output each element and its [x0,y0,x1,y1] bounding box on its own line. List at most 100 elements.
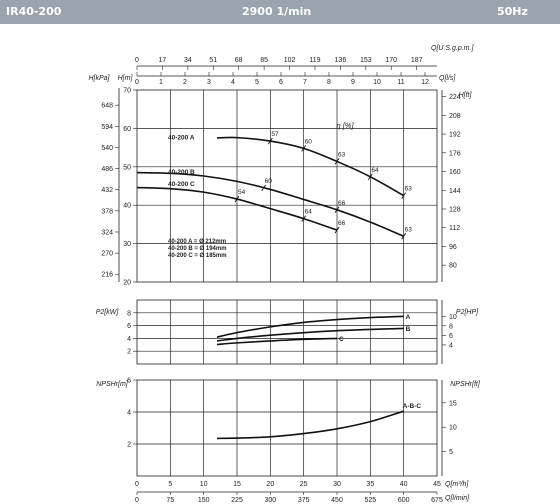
m3h-tick-label: 5 [168,481,172,488]
usgpm-tick-label: 170 [385,57,397,64]
power-kw-tick-label: 2 [127,349,131,356]
head-m-tick-label: 60 [123,126,131,133]
power-hp-tick-label: 6 [449,333,453,340]
m3h-tick-label: 25 [300,481,308,488]
usgpm-tick-label: 102 [284,57,296,64]
efficiency-mark [401,233,407,240]
lmin-tick-label: 375 [298,497,310,504]
usgpm-tick-label: 85 [260,57,268,64]
npsh-curve-label-a-b-c: A-B-C [403,403,422,410]
ls-tick-label: 5 [255,79,259,86]
efficiency-value: 60 [265,178,273,185]
head-curve-label-40-200-b: 40-200 B [168,169,195,176]
head-m-tick-label: 40 [123,203,131,210]
head-frame [136,89,438,283]
power-curve-label-c: C [339,336,344,343]
lmin-tick-label: 300 [264,497,276,504]
npsh-m-tick-label: 4 [127,410,131,417]
head-ft-tick-label: 128 [449,206,461,213]
head-kpa-tick-label: 540 [101,145,113,152]
ls-tick-label: 8 [327,79,331,86]
power-curve-b [216,327,404,342]
usgpm-tick-label: 119 [309,57,320,64]
power-curve-label-b: B [406,326,411,333]
lmin-tick-label: 675 [431,497,443,504]
head-kpa-tick-label: 378 [101,208,113,215]
power-curve-a [216,315,404,338]
power-kw-tick-label: 6 [127,323,131,330]
npsh-m-label: NPSHr[m] [96,381,129,388]
m3h-tick-label: 20 [266,481,274,488]
m3h-tick-label: 15 [233,481,241,488]
m3h-tick-label: 0 [135,481,139,488]
head-kpa-label: H[kPa] [88,75,110,82]
efficiency-mark [334,158,340,165]
impeller-diameter-0: 40-200 A = Ø 212mm [168,239,226,245]
head-kpa-tick-label: 432 [101,187,113,194]
ls-tick-label: 6 [279,79,283,86]
usgpm-tick-label: 136 [335,57,347,64]
usgpm-tick-label: 34 [184,57,192,64]
head-m-label: H[m] [118,75,134,82]
lmin-tick-label: 225 [231,497,243,504]
usgpm-tick-label: 51 [209,57,217,64]
usgpm-tick-label: 153 [360,57,372,64]
head-kpa-tick-label: 486 [101,166,113,173]
efficiency-value: 63 [405,226,413,233]
usgpm-tick-label: 68 [235,57,243,64]
speed-label: 2900 1/min [242,5,312,18]
header-bar: IR40-200 2900 1/min 50Hz [0,0,560,24]
usgpm-tick-label: 17 [159,57,167,64]
head-ft-tick-label: 224 [449,94,461,101]
npsh-ft-tick-label: 5 [449,449,453,456]
ls-tick-label: 9 [351,79,355,86]
npsh-m-tick-label: 2 [127,442,131,449]
head-ft-tick-label: 80 [449,263,457,270]
efficiency-mark [301,215,307,222]
head-ft-tick-label: 192 [449,132,461,139]
head-kpa-tick-label: 270 [101,251,113,258]
head-curve-label-40-200-c: 40-200 C [168,181,195,188]
lmin-tick-label: 0 [135,497,139,504]
usgpm-axis-label: Q[U.S.g.p.m.] [431,45,474,52]
npsh-ft-label: NPSHr[ft] [450,381,481,388]
ls-tick-label: 7 [303,79,307,86]
npsh-ft-tick-label: 15 [449,400,457,407]
power-hp-tick-label: 10 [449,314,457,321]
efficiency-label: η [%] [336,121,354,130]
ls-tick-label: 10 [373,79,381,86]
efficiency-value: 57 [271,131,279,138]
efficiency-value: 63 [338,151,346,158]
head-m-tick-label: 50 [123,164,131,171]
ls-tick-label: 2 [183,79,187,86]
m3h-tick-label: 45 [433,481,441,488]
power-kw-tick-label: 8 [127,310,131,317]
lmin-tick-label: 75 [166,497,174,504]
efficiency-mark [234,195,240,203]
impeller-diameter-1: 40-200 B = Ø 194mm [168,246,227,252]
efficiency-value: 54 [238,189,246,196]
m3h-tick-label: 35 [366,481,374,488]
head-ft-tick-label: 96 [449,244,457,251]
head-m-tick-label: 30 [123,241,131,248]
head-kpa-tick-label: 648 [101,103,113,110]
head-ft-tick-label: 176 [449,150,461,157]
efficiency-value: 66 [338,200,346,207]
m3h-tick-label: 40 [400,481,408,488]
frequency-label: 50Hz [497,5,528,18]
head-m-tick-label: 70 [123,88,131,95]
efficiency-value: 60 [305,138,313,145]
head-ft-tick-label: 208 [449,113,461,120]
lmin-tick-label: 450 [331,497,343,504]
efficiency-mark [334,206,340,214]
head-curve-label-40-200-a: 40-200 A [168,135,195,142]
efficiency-mark [267,137,273,145]
head-kpa-tick-label: 216 [101,272,113,279]
usgpm-tick-label: 187 [411,57,423,64]
efficiency-mark [367,173,373,181]
efficiency-value: 64 [305,209,313,216]
efficiency-value: 64 [371,167,379,174]
efficiency-mark [334,226,340,234]
ls-tick-label: 4 [231,79,235,86]
